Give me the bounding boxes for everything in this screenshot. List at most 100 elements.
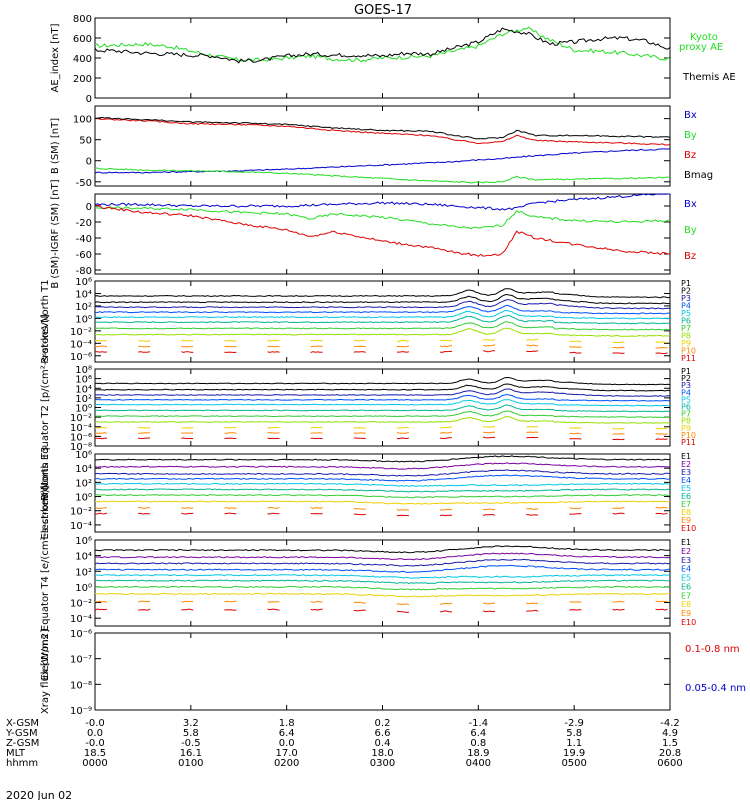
- series-line-e8: [94, 592, 670, 598]
- ephemeris-value: 18.5: [84, 748, 106, 759]
- series-line-p4: [94, 393, 671, 402]
- series-line-p2: [94, 293, 671, 305]
- ephemeris-row-label: Z-GSM: [6, 738, 39, 749]
- series-line-p1: [94, 288, 670, 299]
- y-tick-label: 0: [86, 202, 92, 213]
- ephemeris-value: -2.9: [564, 718, 584, 729]
- y-tick-label: 50: [79, 136, 92, 147]
- y-tick-label: 10⁶: [75, 536, 92, 547]
- y-tick-label: 200: [73, 74, 92, 85]
- legend-p8: P8: [681, 417, 691, 426]
- y-tick-label: 10⁻⁶: [70, 432, 92, 443]
- panel-7: 10⁶ 10⁴ 10² 10⁰ 10⁻² 10⁻⁴ Electrons Equator T4…: [40, 485, 696, 680]
- ephemeris-value: 0.4: [375, 738, 391, 749]
- series-line-p8: [94, 416, 671, 424]
- y-tick-label: 10⁰: [75, 404, 92, 415]
- y-tick-label: 10²: [75, 567, 92, 578]
- panel-frame: [94, 368, 671, 447]
- ephemeris-value: 17.0: [276, 748, 298, 759]
- series-line-p5: [94, 399, 671, 407]
- legend-bx: Bx: [684, 110, 697, 121]
- y-tick-label: 10⁻⁴: [70, 614, 92, 625]
- ephemeris-value: 1.5: [662, 738, 678, 749]
- ephemeris-value: 0.0: [87, 728, 103, 739]
- series-line-e6: [95, 488, 671, 493]
- y-tick-label: 10²: [75, 302, 92, 313]
- panel-frame: [94, 632, 671, 711]
- legend-p4: P4: [681, 302, 691, 311]
- panel-6: 10⁶ 10⁴ 10² 10⁰ 10⁻² 10⁻⁴ Electrons North T3 E1…: [40, 446, 696, 539]
- series-line-p10: [94, 344, 668, 349]
- series-line-p7: [94, 410, 671, 419]
- series-line-e10: [94, 512, 668, 517]
- y-tick-label: 10⁻⁴: [70, 423, 92, 434]
- ephemeris-value: 0400: [466, 758, 491, 769]
- ephemeris-value: 6.4: [470, 728, 486, 739]
- y-tick-label: 600: [73, 34, 92, 45]
- ephemeris-value: 0100: [178, 758, 203, 769]
- legend-e8: E8: [681, 600, 691, 609]
- ephemeris-value: 0300: [370, 758, 395, 769]
- y-axis-title: B (SM) [nT]: [50, 118, 61, 174]
- y-tick-label: 10⁶: [75, 450, 92, 461]
- series-line-p3: [94, 299, 671, 310]
- legend-p11: P11: [681, 438, 696, 447]
- series-line-e9: [94, 600, 668, 606]
- ephemeris-value: 1.1: [566, 738, 582, 749]
- ephemeris-value: 16.1: [180, 748, 202, 759]
- legend-bz: Bz: [684, 251, 696, 262]
- ephemeris-value: 0000: [82, 758, 107, 769]
- legend-p6: P6: [681, 403, 691, 412]
- legend-p6: P6: [681, 317, 691, 326]
- y-axis-title: Electrons Equator T4 [e/(cm²-s-sr-keV)]: [40, 485, 51, 680]
- series-line-themis-ae: [94, 27, 671, 64]
- ephemeris-value: 18.0: [371, 748, 393, 759]
- legend-e1: E1: [681, 452, 691, 461]
- legend-p5: P5: [681, 395, 691, 404]
- series-line-e8: [94, 500, 671, 505]
- series-line-p8: [94, 327, 671, 337]
- legend-p4: P4: [681, 388, 691, 397]
- legend-kyoto-2: proxy AE: [679, 42, 723, 53]
- legend-p10: P10: [681, 347, 696, 356]
- panel-frame: [94, 539, 671, 627]
- ephemeris-row-label: X-GSM: [6, 718, 39, 729]
- legend-e6: E6: [681, 492, 691, 501]
- series-line-p9: [94, 425, 668, 430]
- legend-p9: P9: [681, 339, 691, 348]
- series-line-p4: [94, 304, 671, 315]
- series-line-p9: [94, 338, 668, 344]
- legend-e5: E5: [681, 574, 691, 583]
- y-tick-label: 10⁻⁴: [70, 339, 92, 350]
- legend-p2: P2: [681, 287, 691, 296]
- panel-frame: [94, 193, 671, 275]
- series-line-e7: [94, 494, 671, 499]
- legend-e6: E6: [681, 582, 691, 591]
- ephemeris-value: 19.9: [563, 748, 585, 759]
- legend-e2: E2: [681, 460, 691, 469]
- y-tick-label: 10⁻⁸: [70, 442, 92, 453]
- ephemeris-value: 5.8: [183, 728, 199, 739]
- ephemeris-value: -0.0: [85, 718, 105, 729]
- series-line-p11: [94, 436, 668, 441]
- date-label: 2020 Jun 02: [6, 789, 72, 800]
- legend-xray-short: 0.05-0.4 nm: [685, 683, 746, 694]
- legend-kyoto: Kyoto: [690, 32, 718, 43]
- series-line-p3: [94, 388, 671, 397]
- ephemeris-value: 3.2: [183, 718, 199, 729]
- legend-p1: P1: [681, 367, 691, 376]
- y-tick-label: 10⁻⁷: [70, 655, 92, 666]
- series-line-e1: [94, 545, 671, 554]
- y-axis-title: AE_index [nT]: [50, 23, 61, 92]
- ephemeris-value: -1.4: [469, 718, 489, 729]
- panel-8: 10⁻⁹ 10⁻⁸ 10⁻⁷ 10⁻⁶ Xray flux [W/m2] 0.1-0.8 …: [40, 629, 746, 717]
- y-tick-label: 10⁴: [75, 464, 92, 475]
- legend-bz: Bz: [684, 150, 696, 161]
- ephemeris-value: 18.9: [467, 748, 489, 759]
- y-tick-label: 10⁻⁶: [70, 629, 92, 640]
- y-axis-title: Protons Equator T2 [p/(cm²-s-sr-keV)]: [40, 314, 51, 501]
- series-line-e5: [94, 574, 671, 579]
